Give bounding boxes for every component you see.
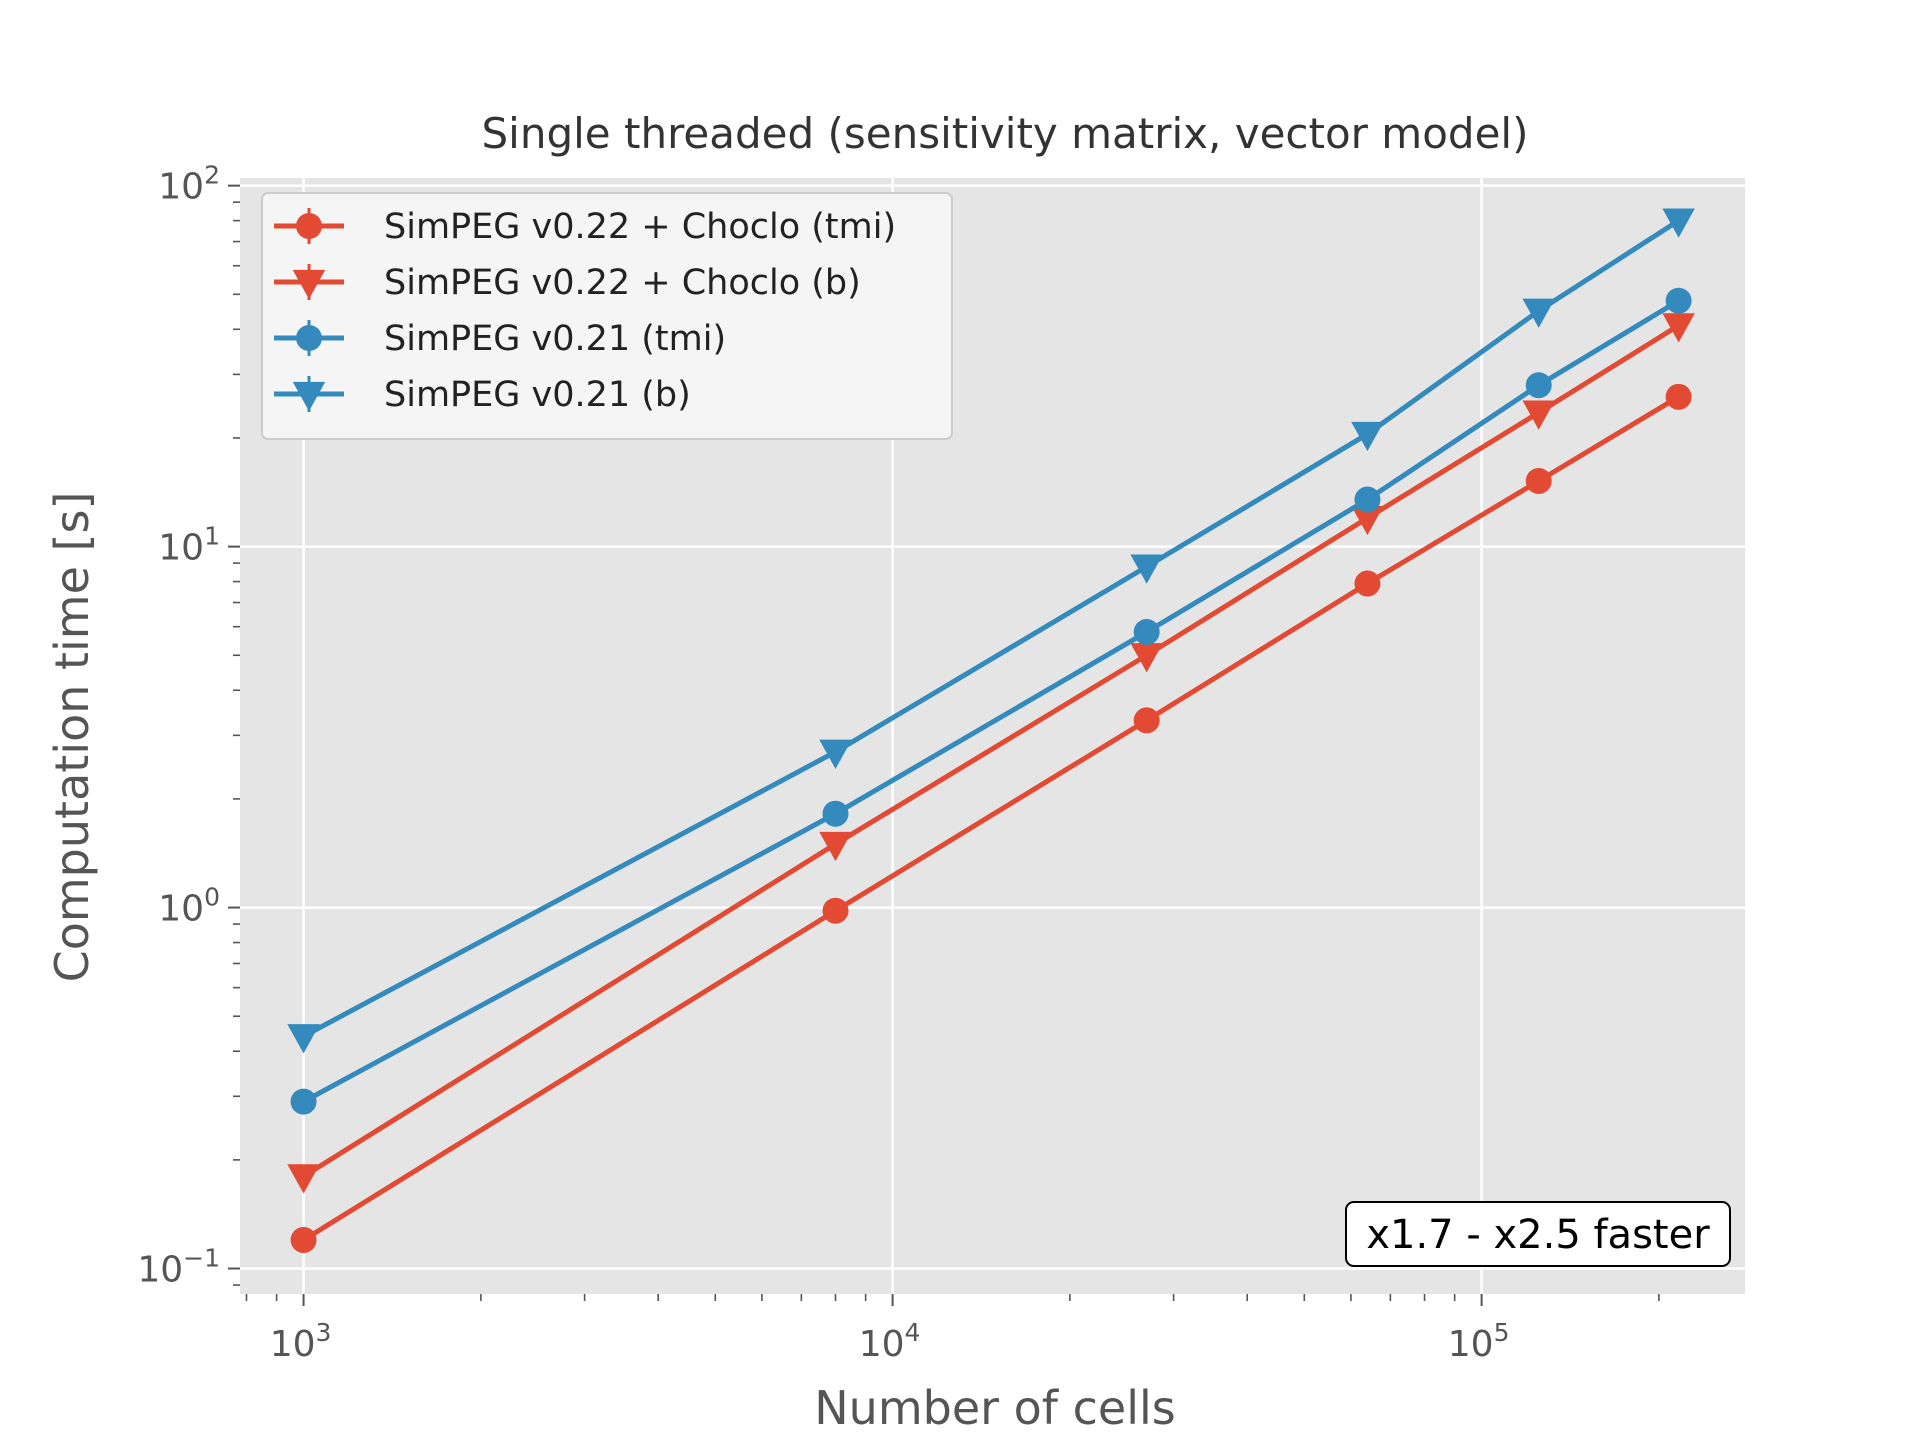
x-axis-label: Number of cells — [814, 1381, 1176, 1435]
y-tick-label: 102 — [158, 161, 220, 208]
data-point — [1133, 618, 1160, 645]
data-point — [1522, 298, 1555, 328]
legend-item: SimPEG v0.21 (b) — [274, 375, 691, 415]
data-point — [290, 1088, 317, 1115]
data-point — [1354, 486, 1381, 513]
series-line — [302, 394, 1680, 1243]
data-point — [1130, 643, 1163, 673]
legend-label: SimPEG v0.21 (tmi) — [384, 319, 726, 359]
data-point — [1130, 554, 1163, 584]
data-point — [822, 800, 849, 827]
legend-label: SimPEG v0.22 + Choclo (tmi) — [384, 207, 896, 247]
legend-item: SimPEG v0.21 (tmi) — [274, 319, 726, 359]
chart-title: Single threaded (sensitivity matrix, vec… — [482, 109, 1529, 158]
legend-marker — [296, 325, 322, 351]
data-point — [1351, 421, 1384, 452]
series-line — [302, 323, 1680, 1179]
series-4 — [287, 208, 1695, 1054]
legend-box — [261, 192, 953, 440]
legend-item: SimPEG v0.22 + Choclo (tmi) — [274, 207, 896, 247]
data-point — [1525, 467, 1552, 494]
legend-marker — [292, 269, 326, 300]
annotation: x1.7 - x2.5 faster — [1345, 1201, 1731, 1267]
data-point — [1522, 400, 1555, 430]
series-3 — [290, 287, 1692, 1115]
data-point — [1133, 707, 1160, 734]
x-tick-label: 103 — [270, 1318, 332, 1365]
x-tick-label: 105 — [1448, 1318, 1510, 1365]
series-line — [302, 298, 1680, 1104]
data-point — [819, 831, 852, 862]
y-tick-label: 100 — [158, 883, 220, 930]
data-point — [822, 897, 849, 924]
legend-label: SimPEG v0.22 + Choclo (b) — [384, 263, 861, 303]
data-point — [1354, 570, 1381, 597]
y-axis-label: Computation time [s] — [45, 492, 99, 983]
series-2 — [287, 313, 1695, 1194]
legend-label: SimPEG v0.21 (b) — [384, 375, 691, 415]
series-1 — [290, 383, 1692, 1253]
data-point — [287, 1164, 320, 1194]
data-point — [1665, 287, 1692, 314]
data-point — [819, 739, 852, 769]
x-tick-label: 104 — [859, 1318, 921, 1365]
data-point — [1351, 505, 1384, 536]
data-point — [1662, 313, 1695, 343]
y-tick-label: 10−1 — [137, 1244, 220, 1291]
data-point — [1525, 372, 1552, 399]
series-layer — [287, 208, 1695, 1253]
data-point — [290, 1226, 317, 1253]
series-line — [302, 218, 1680, 1039]
legend-marker — [296, 213, 322, 239]
y-tick-label: 101 — [158, 522, 220, 569]
legend: SimPEG v0.22 + Choclo (tmi) SimPEG v0.22 … — [261, 192, 953, 440]
annotation-box — [1345, 1201, 1731, 1267]
data-point — [1662, 208, 1695, 238]
legend-marker — [292, 381, 326, 412]
axes: 103 104 105 10−1 100 101 102 — [137, 161, 1660, 1365]
legend-item: SimPEG v0.22 + Choclo (b) — [274, 263, 861, 303]
data-point — [1665, 383, 1692, 410]
data-point — [287, 1024, 320, 1054]
annotation-text: x1.7 - x2.5 faster — [1366, 1212, 1710, 1258]
